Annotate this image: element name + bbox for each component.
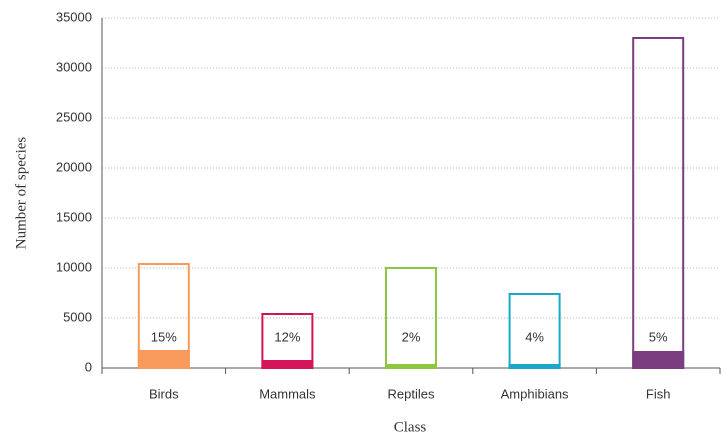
bar-highlight [632,351,685,369]
x-tick-label: Reptiles [388,386,435,401]
data-label: 2% [402,329,421,344]
x-tick-label: Amphibians [501,386,569,401]
y-tick-label: 15000 [56,209,92,224]
bar-highlight [137,350,190,369]
x-tick-label: Fish [646,386,671,401]
data-label: 5% [649,329,668,344]
x-tick-label: Birds [149,386,179,401]
y-tick-label: 25000 [56,109,92,124]
y-tick-label: 0 [85,359,92,374]
data-label: 12% [274,329,300,344]
y-tick-label: 5000 [63,309,92,324]
bar-highlight [508,364,561,369]
bar-highlight [261,360,314,369]
y-tick-label: 10000 [56,259,92,274]
data-label: 15% [151,329,177,344]
data-label: 4% [525,329,544,344]
y-tick-label: 20000 [56,159,92,174]
y-axis-label: Number of species [13,137,29,250]
bar [632,37,685,369]
x-tick-label: Mammals [259,386,316,401]
y-tick-label: 35000 [56,9,92,24]
bar-highlight [385,364,437,369]
y-tick-label: 30000 [56,59,92,74]
x-axis-label: Class [394,419,427,435]
